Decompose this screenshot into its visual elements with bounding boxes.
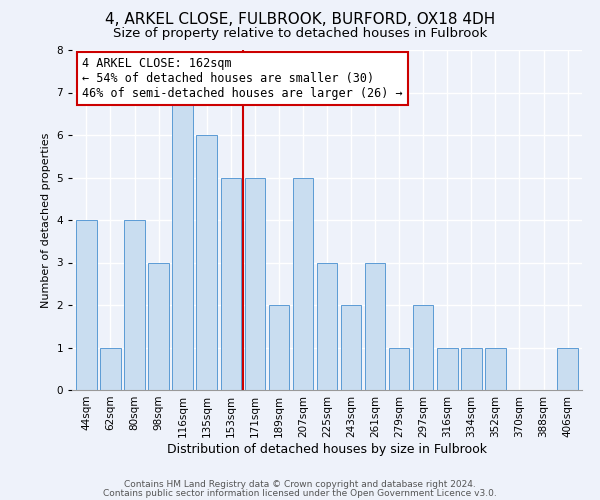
Bar: [413, 305, 433, 390]
Bar: [76, 220, 97, 390]
Bar: [461, 348, 482, 390]
Text: Size of property relative to detached houses in Fulbrook: Size of property relative to detached ho…: [113, 28, 487, 40]
Bar: [293, 178, 313, 390]
Text: Contains public sector information licensed under the Open Government Licence v3: Contains public sector information licen…: [103, 489, 497, 498]
Bar: [172, 92, 193, 390]
Y-axis label: Number of detached properties: Number of detached properties: [41, 132, 51, 308]
Bar: [124, 220, 145, 390]
Bar: [341, 305, 361, 390]
Text: 4, ARKEL CLOSE, FULBROOK, BURFORD, OX18 4DH: 4, ARKEL CLOSE, FULBROOK, BURFORD, OX18 …: [105, 12, 495, 28]
Bar: [557, 348, 578, 390]
Bar: [269, 305, 289, 390]
Bar: [317, 262, 337, 390]
Bar: [148, 262, 169, 390]
Text: 4 ARKEL CLOSE: 162sqm
← 54% of detached houses are smaller (30)
46% of semi-deta: 4 ARKEL CLOSE: 162sqm ← 54% of detached …: [82, 57, 403, 100]
Bar: [389, 348, 409, 390]
Text: Contains HM Land Registry data © Crown copyright and database right 2024.: Contains HM Land Registry data © Crown c…: [124, 480, 476, 489]
Bar: [221, 178, 241, 390]
Bar: [365, 262, 385, 390]
Bar: [485, 348, 506, 390]
Bar: [245, 178, 265, 390]
Bar: [437, 348, 458, 390]
Bar: [100, 348, 121, 390]
Bar: [196, 135, 217, 390]
X-axis label: Distribution of detached houses by size in Fulbrook: Distribution of detached houses by size …: [167, 442, 487, 456]
